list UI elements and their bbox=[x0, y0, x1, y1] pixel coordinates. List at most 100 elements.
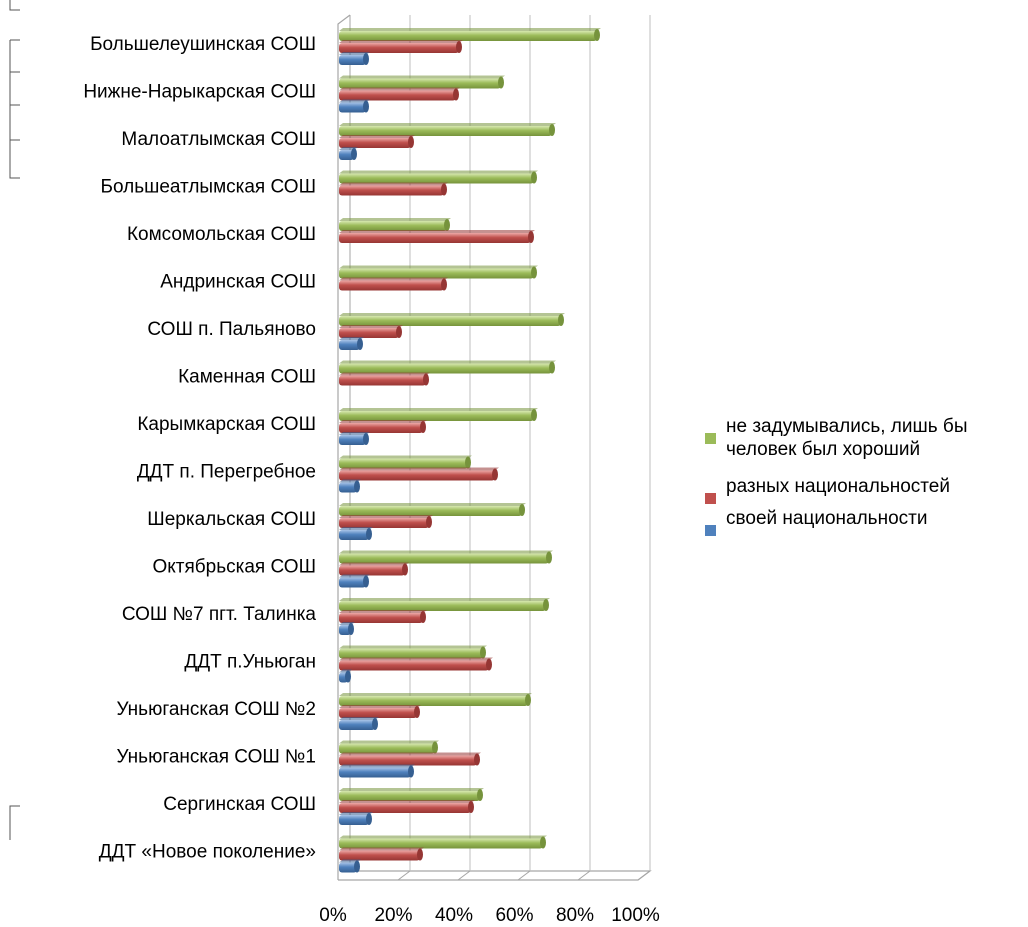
bar-group bbox=[339, 740, 481, 778]
bar-top-face bbox=[339, 325, 403, 328]
bar bbox=[339, 470, 495, 481]
bar-top-face bbox=[339, 847, 424, 851]
bar bbox=[339, 90, 456, 101]
category-label: Комсомольская СОШ bbox=[127, 224, 316, 245]
bar bbox=[339, 613, 423, 623]
floor-gridline bbox=[397, 870, 411, 881]
bar bbox=[339, 280, 444, 291]
bar bbox=[339, 601, 546, 611]
category-label: ДДТ «Новое поколение» bbox=[99, 842, 316, 863]
bar-top-face bbox=[339, 515, 433, 518]
bar-group bbox=[339, 408, 538, 445]
bar bbox=[339, 31, 597, 41]
bar-top-face bbox=[339, 574, 370, 578]
bar-top-face bbox=[339, 52, 370, 55]
floor-gridline bbox=[517, 870, 531, 881]
bar-top-face bbox=[339, 182, 448, 186]
bar-group bbox=[339, 645, 493, 683]
bar-top-face bbox=[339, 467, 499, 471]
bar-top-face bbox=[339, 230, 535, 233]
bar-end-cap bbox=[594, 29, 600, 41]
bar bbox=[339, 577, 366, 588]
bar bbox=[339, 328, 399, 338]
bar-end-cap bbox=[363, 100, 369, 113]
bar-top-face bbox=[339, 812, 373, 815]
bar-top-face bbox=[339, 503, 526, 506]
bar-end-cap bbox=[396, 326, 402, 338]
bar-top-face bbox=[339, 432, 370, 435]
bar-end-cap bbox=[363, 433, 369, 445]
bar-top-face bbox=[339, 693, 532, 696]
category-label: Каменная СОШ bbox=[178, 367, 316, 388]
bar-end-cap bbox=[423, 373, 429, 386]
bar-top-face bbox=[339, 277, 448, 281]
bar bbox=[339, 423, 423, 433]
bar bbox=[339, 553, 549, 564]
floor-gridline bbox=[457, 870, 471, 881]
bar-top-face bbox=[339, 123, 556, 126]
bar-group bbox=[339, 693, 532, 730]
bar-top-face bbox=[339, 408, 538, 411]
bar-top-face bbox=[339, 75, 505, 79]
bar-end-cap bbox=[492, 468, 498, 481]
bar bbox=[339, 803, 471, 813]
bar-end-cap bbox=[453, 88, 459, 101]
bar bbox=[339, 268, 534, 279]
bar bbox=[339, 150, 354, 160]
bar-top-face bbox=[339, 218, 451, 221]
legend-label: не задумывались, лишь бы bbox=[726, 416, 967, 437]
bar-top-face bbox=[339, 800, 475, 803]
bar bbox=[339, 363, 552, 374]
category-label: Малоатлымская СОШ bbox=[121, 129, 316, 150]
bar-end-cap bbox=[477, 789, 483, 801]
bar bbox=[339, 185, 444, 196]
bar-top-face bbox=[339, 135, 415, 138]
bar bbox=[339, 173, 534, 184]
category-label: СОШ п. Пальяново bbox=[147, 319, 316, 340]
bar bbox=[339, 838, 543, 849]
bar-end-cap bbox=[525, 694, 531, 706]
bar-top-face bbox=[339, 645, 487, 649]
bar-group bbox=[339, 360, 556, 386]
bar-top-face bbox=[339, 420, 427, 423]
bar-group bbox=[339, 170, 538, 196]
bar-top-face bbox=[339, 657, 493, 661]
bar-end-cap bbox=[543, 599, 549, 611]
bar-end-cap bbox=[444, 219, 450, 231]
gridlines bbox=[397, 15, 651, 881]
bar bbox=[339, 482, 357, 493]
bar-top-face bbox=[339, 265, 538, 269]
category-label: Сергинская СОШ bbox=[163, 794, 316, 815]
bar bbox=[339, 862, 357, 873]
bar-end-cap bbox=[441, 278, 447, 291]
bar bbox=[339, 316, 561, 326]
bar bbox=[339, 518, 429, 528]
bar-end-cap bbox=[372, 718, 378, 730]
bar-end-cap bbox=[414, 706, 420, 718]
bar-end-cap bbox=[531, 171, 537, 184]
legend-swatch bbox=[705, 433, 716, 444]
legend-item: своей национальности bbox=[705, 508, 927, 536]
x-tick-label: 0% bbox=[319, 905, 347, 926]
bar-end-cap bbox=[402, 563, 408, 576]
bar-group bbox=[339, 265, 538, 291]
bar-end-cap bbox=[426, 516, 432, 528]
category-labels: Большелеушинская СОШ Нижне-Нарыкарская СО… bbox=[83, 34, 316, 863]
category-label: Большелеушинская СОШ bbox=[90, 34, 316, 55]
bar bbox=[339, 435, 366, 445]
bar-top-face bbox=[339, 455, 472, 459]
legend-item: разных национальностей bbox=[705, 476, 950, 504]
bar bbox=[339, 78, 501, 89]
bar-top-face bbox=[339, 527, 373, 530]
bar bbox=[339, 696, 528, 706]
bar-group bbox=[339, 503, 526, 540]
legend-label: разных национальностей bbox=[726, 476, 950, 497]
bar-top-face bbox=[339, 598, 550, 601]
bar-end-cap bbox=[546, 551, 552, 564]
bar-group bbox=[339, 455, 499, 493]
bar bbox=[339, 340, 360, 350]
bar-group bbox=[339, 123, 556, 160]
bar-group bbox=[339, 313, 565, 350]
bar bbox=[339, 530, 369, 540]
